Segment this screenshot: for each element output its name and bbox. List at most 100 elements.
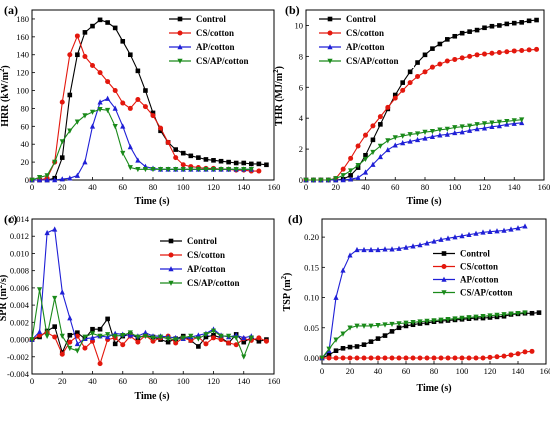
data-point: [67, 92, 73, 98]
chart-panel-1: 0 20 40 60 80 100 120 140 160 0 20 40 60 80 100 120 140 1…: [0, 3, 280, 207]
data-point: [347, 325, 353, 331]
data-point: [173, 337, 179, 343]
data-point: [389, 321, 395, 328]
series-line: [31, 108, 252, 181]
data-point: [97, 361, 103, 367]
data-point: [348, 168, 354, 174]
x-tick-label: 140: [508, 182, 521, 192]
data-point: [459, 55, 465, 61]
data-point: [173, 155, 179, 161]
data-point: [459, 355, 465, 361]
data-point: [361, 355, 367, 361]
y-tick-label: 0.002: [10, 317, 29, 327]
data-point: [452, 355, 458, 361]
y-tick-label: 100: [16, 86, 29, 96]
data-point: [438, 317, 444, 323]
x-tick-label: 140: [237, 376, 250, 386]
data-point: [340, 166, 346, 172]
data-point: [473, 314, 479, 320]
legend: Control CS/cotton AP/cotton CS/AP/cotton: [166, 12, 271, 68]
y-tick-label: 10: [295, 20, 304, 30]
data-point: [473, 355, 479, 361]
data-point: [415, 73, 421, 79]
data-point: [256, 338, 262, 344]
x-tick-label: 120: [484, 366, 497, 376]
data-point: [355, 143, 361, 149]
x-tick-label: 0: [30, 376, 34, 386]
data-point: [325, 177, 331, 183]
data-point: [414, 131, 421, 137]
x-tick-label: 20: [332, 182, 341, 192]
data-point: [211, 335, 216, 341]
x-tick-label: 40: [88, 376, 97, 386]
x-tick-label: 160: [540, 366, 550, 376]
data-point: [97, 326, 103, 332]
data-point: [361, 342, 367, 347]
y-tick-label: 0.014: [10, 214, 30, 224]
data-point: [370, 137, 376, 143]
data-point: [90, 23, 95, 29]
data-point: [482, 25, 487, 31]
data-point: [52, 334, 58, 340]
data-point: [105, 332, 111, 338]
data-point: [467, 29, 472, 34]
data-point: [82, 113, 88, 119]
data-point: [400, 87, 406, 93]
data-point: [410, 243, 416, 249]
data-point: [348, 155, 354, 161]
data-point: [414, 136, 421, 143]
y-axis-label: SPR (m2/s): [0, 275, 9, 322]
data-point: [466, 315, 472, 321]
data-point: [487, 313, 493, 319]
y-tick-label: 6: [299, 82, 303, 92]
data-point: [382, 246, 388, 252]
data-point: [226, 159, 231, 165]
x-tick-label: 160: [538, 182, 550, 192]
legend-label: Control: [460, 249, 490, 259]
data-point: [310, 177, 317, 183]
data-point: [67, 315, 73, 321]
data-point: [233, 335, 239, 341]
legend-box: [157, 234, 261, 290]
data-point: [211, 158, 216, 163]
data-point: [494, 354, 500, 360]
data-point: [385, 138, 391, 144]
data-point: [480, 355, 486, 361]
data-point: [52, 295, 58, 302]
data-point: [52, 159, 58, 166]
data-point: [89, 331, 96, 337]
x-tick-label: 80: [149, 376, 158, 386]
x-tick-label: 20: [58, 376, 67, 386]
data-point: [67, 52, 73, 58]
data-point: [67, 339, 73, 345]
data-point: [431, 318, 437, 324]
data-point: [97, 333, 103, 340]
data-point: [508, 352, 514, 358]
data-point: [410, 320, 416, 326]
data-point: [333, 348, 339, 354]
data-point: [519, 117, 525, 123]
data-point: [248, 166, 254, 173]
x-tick-label: 140: [237, 182, 250, 192]
y-tick-label: 160: [16, 32, 29, 42]
data-point: [396, 355, 402, 361]
legend-marker: [327, 30, 333, 36]
data-point: [375, 336, 381, 341]
data-point: [444, 131, 450, 137]
y-tick-label: 0.05: [304, 323, 319, 333]
data-point: [473, 230, 479, 236]
data-point: [459, 315, 465, 321]
data-point: [89, 334, 96, 341]
x-tick-label: 60: [391, 182, 400, 192]
legend-marker: [177, 30, 183, 36]
data-point: [429, 133, 436, 140]
data-point: [226, 166, 232, 173]
data-point: [347, 344, 353, 350]
data-point: [480, 313, 486, 320]
data-point: [74, 172, 80, 178]
data-point: [444, 126, 450, 132]
data-point: [497, 23, 502, 28]
data-point: [392, 95, 398, 101]
data-point: [429, 129, 436, 135]
data-point: [333, 176, 339, 182]
